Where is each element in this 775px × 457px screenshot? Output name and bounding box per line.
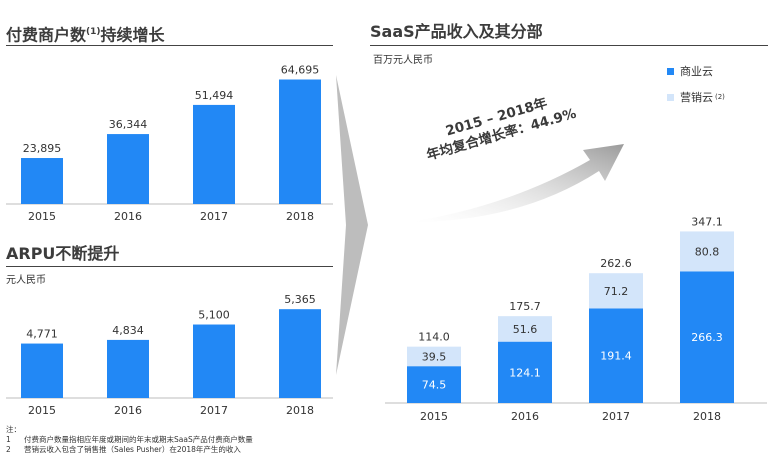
bar-2018 [279, 79, 321, 204]
total-label-2016: 175.7 [509, 300, 541, 313]
bar-marketing-2016 [498, 316, 552, 342]
total-label-2018: 347.1 [691, 215, 723, 228]
footnote-1-text: 付费商户数量指相应年度或期间的年末或期末SaaS产品付费商户数量 [24, 435, 253, 444]
data-label-2015: 4,771 [26, 328, 58, 341]
bar-2015 [21, 158, 63, 204]
saas-title-rule [370, 45, 768, 46]
data-label-2016: 36,344 [109, 118, 148, 131]
merchants-chart-title: 付费商户数(1)持续增长 [6, 22, 165, 45]
tick-label-2015: 2015 [420, 410, 448, 423]
legend-commerce: 商业云 [667, 63, 713, 79]
legend-marketing-footnote-mark: (2) [715, 93, 725, 101]
bar-2017 [193, 324, 235, 398]
tick-label-2016: 2016 [114, 210, 142, 223]
saas-stacked-bar-chart: 74.5 39.5 114.0 2015 124.1 51.6 175.7 2016 191.4… [385, 215, 767, 423]
tick-label-2016: 2016 [511, 410, 539, 423]
merchants-title-footnote-mark: (1) [86, 27, 101, 37]
data-label-2015: 23,895 [23, 142, 62, 155]
legend-marketing-swatch [667, 93, 674, 101]
data-label-2016: 4,834 [112, 324, 144, 337]
bar-marketing-2015 [407, 346, 461, 367]
tick-label-2015: 2015 [28, 210, 56, 223]
saas-chart-title: SaaS产品收入及其分部 [370, 22, 543, 41]
merchants-title-suffix: 持续增长 [100, 25, 165, 45]
transition-arrow-icon [336, 75, 368, 375]
footnote-2-text: 营销云收入包含了销售推（Sales Pusher）在2018年产生的收入 [24, 445, 241, 454]
bar-2018 [279, 309, 321, 398]
data-label-2017: 5,100 [198, 309, 230, 322]
cagr-growth-arrow-icon [410, 144, 624, 222]
tick-label-2018: 2018 [693, 410, 721, 423]
merchants-title-main: 付费商户数 [6, 25, 87, 45]
tick-label-2015: 2015 [28, 404, 56, 417]
footnote-2: 2 营销云收入包含了销售推（Sales Pusher）在2018年产生的收入 [6, 445, 253, 455]
tick-label-2018: 2018 [286, 210, 314, 223]
bar-commerce-2016 [498, 341, 552, 403]
arpu-chart-title: ARPU不断提升 [6, 244, 120, 263]
footnotes: 注： 1 付费商户数量指相应年度或期间的年末或期末SaaS产品付费商户数量 2 … [6, 425, 253, 455]
bar-marketing-2018 [680, 231, 734, 272]
data-label-2018: 5,365 [284, 293, 316, 306]
legend-marketing-label: 营销云 [680, 91, 713, 104]
bar-commerce-2015 [407, 366, 461, 403]
tick-label-2017: 2017 [602, 410, 630, 423]
total-label-2015: 114.0 [418, 331, 450, 344]
data-label-marketing-2016: 51.6 [513, 323, 538, 336]
arpu-unit-label: 元人民币 [6, 275, 46, 286]
tick-label-2017: 2017 [200, 210, 228, 223]
tick-label-2018: 2018 [286, 404, 314, 417]
bar-commerce-2018 [680, 271, 734, 403]
merchants-title-rule [6, 45, 333, 46]
legend-marketing: 营销云 (2) [667, 89, 725, 105]
tick-label-2016: 2016 [114, 404, 142, 417]
data-label-marketing-2018: 80.8 [695, 245, 720, 258]
data-label-marketing-2015: 39.5 [422, 350, 447, 363]
tick-label-2017: 2017 [200, 404, 228, 417]
bar-2017 [193, 104, 235, 204]
bar-marketing-2017 [589, 273, 643, 309]
bar-2015 [21, 343, 63, 398]
footnote-2-number: 2 [6, 445, 11, 454]
arpu-bar-chart: 4,771 2015 4,834 2016 5,100 2017 5,365 2018 [6, 293, 333, 417]
data-label-commerce-2018: 266.3 [691, 331, 723, 344]
legend-commerce-swatch [667, 67, 674, 75]
footnote-1: 1 付费商户数量指相应年度或期间的年末或期末SaaS产品付费商户数量 [6, 435, 253, 445]
bar-2016 [107, 134, 149, 204]
data-label-2017: 51,494 [195, 89, 234, 102]
data-label-2018: 64,695 [281, 64, 320, 77]
arpu-title-rule [6, 266, 333, 267]
legend-commerce-label: 商业云 [680, 65, 713, 78]
merchants-bar-chart: 23,895 2015 36,344 2016 51,494 2017 64,695 2018 [6, 64, 333, 223]
bar-commerce-2017 [589, 308, 643, 403]
data-label-commerce-2016: 124.1 [509, 366, 541, 379]
saas-unit-label: 百万元人民币 [373, 55, 433, 66]
data-label-commerce-2015: 74.5 [422, 379, 447, 392]
data-label-marketing-2017: 71.2 [604, 285, 629, 298]
footnote-1-number: 1 [6, 435, 11, 444]
footnotes-heading: 注： [6, 425, 21, 434]
data-label-commerce-2017: 191.4 [600, 350, 632, 363]
total-label-2017: 262.6 [600, 257, 632, 270]
bar-2016 [107, 339, 149, 398]
